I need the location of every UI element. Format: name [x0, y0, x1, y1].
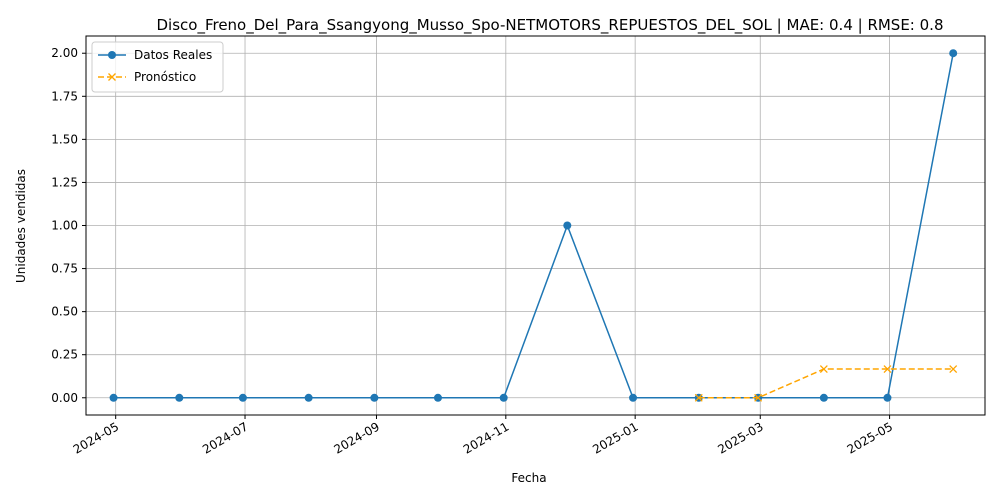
x-tick-label: 2025-05	[845, 419, 895, 456]
data-point	[949, 49, 958, 58]
forecast-point	[694, 393, 703, 402]
y-tick-label: 2.00	[51, 46, 78, 60]
y-tick-label: 1.50	[51, 132, 78, 146]
y-tick-label: 0.75	[51, 262, 78, 276]
x-axis: 2024-05 2024-07 2024-09 2024-11 2025-01 2025-…	[71, 415, 895, 457]
legend-label-0: Datos Reales	[134, 48, 212, 62]
x-tick-label: 2024-07	[200, 419, 250, 456]
data-point	[629, 393, 638, 402]
y-tick-label: 1.75	[51, 89, 78, 103]
x-tick-label: 2024-11	[461, 419, 511, 456]
series-line-1	[698, 368, 954, 399]
x-tick-label: 2024-09	[332, 419, 382, 456]
data-point	[499, 393, 508, 402]
data-point	[238, 393, 247, 402]
data-point	[819, 393, 828, 402]
forecast-point	[754, 393, 763, 402]
forecast-point	[819, 365, 828, 374]
y-tick-label: 0.00	[51, 391, 78, 405]
data-point	[304, 393, 313, 402]
series-line-0	[113, 53, 954, 399]
data-point	[563, 221, 572, 230]
y-axis: 0.00 0.25 0.50 0.75 1.00 1.25 1.50 1.75 2.00	[51, 46, 86, 405]
y-tick-label: 0.25	[51, 348, 78, 362]
y-tick-label: 0.50	[51, 305, 78, 319]
data-point	[175, 393, 184, 402]
data-point	[370, 393, 379, 402]
x-tick-label: 2024-05	[71, 419, 121, 456]
forecast-point	[949, 365, 958, 374]
data-point	[883, 393, 892, 402]
legend: Datos Reales Pronóstico	[91, 41, 224, 93]
y-tick-label: 1.25	[51, 175, 78, 189]
plot-area	[109, 49, 958, 402]
chart-title: Disco_Freno_Del_Para_Ssangyong_Musso_Spo…	[156, 16, 943, 35]
legend-marker	[108, 51, 116, 59]
legend-marker	[108, 73, 116, 81]
x-tick-label: 2025-03	[715, 419, 765, 456]
forecast-point	[883, 365, 892, 374]
y-tick-label: 1.00	[51, 219, 78, 233]
x-axis-label: Fecha	[511, 471, 546, 485]
data-point	[433, 393, 442, 402]
y-axis-label: Unidades vendidas	[14, 169, 28, 283]
legend-label-1: Pronóstico	[134, 70, 196, 84]
grid	[86, 36, 985, 415]
x-tick-label: 2025-01	[590, 419, 640, 456]
data-point	[109, 393, 118, 402]
